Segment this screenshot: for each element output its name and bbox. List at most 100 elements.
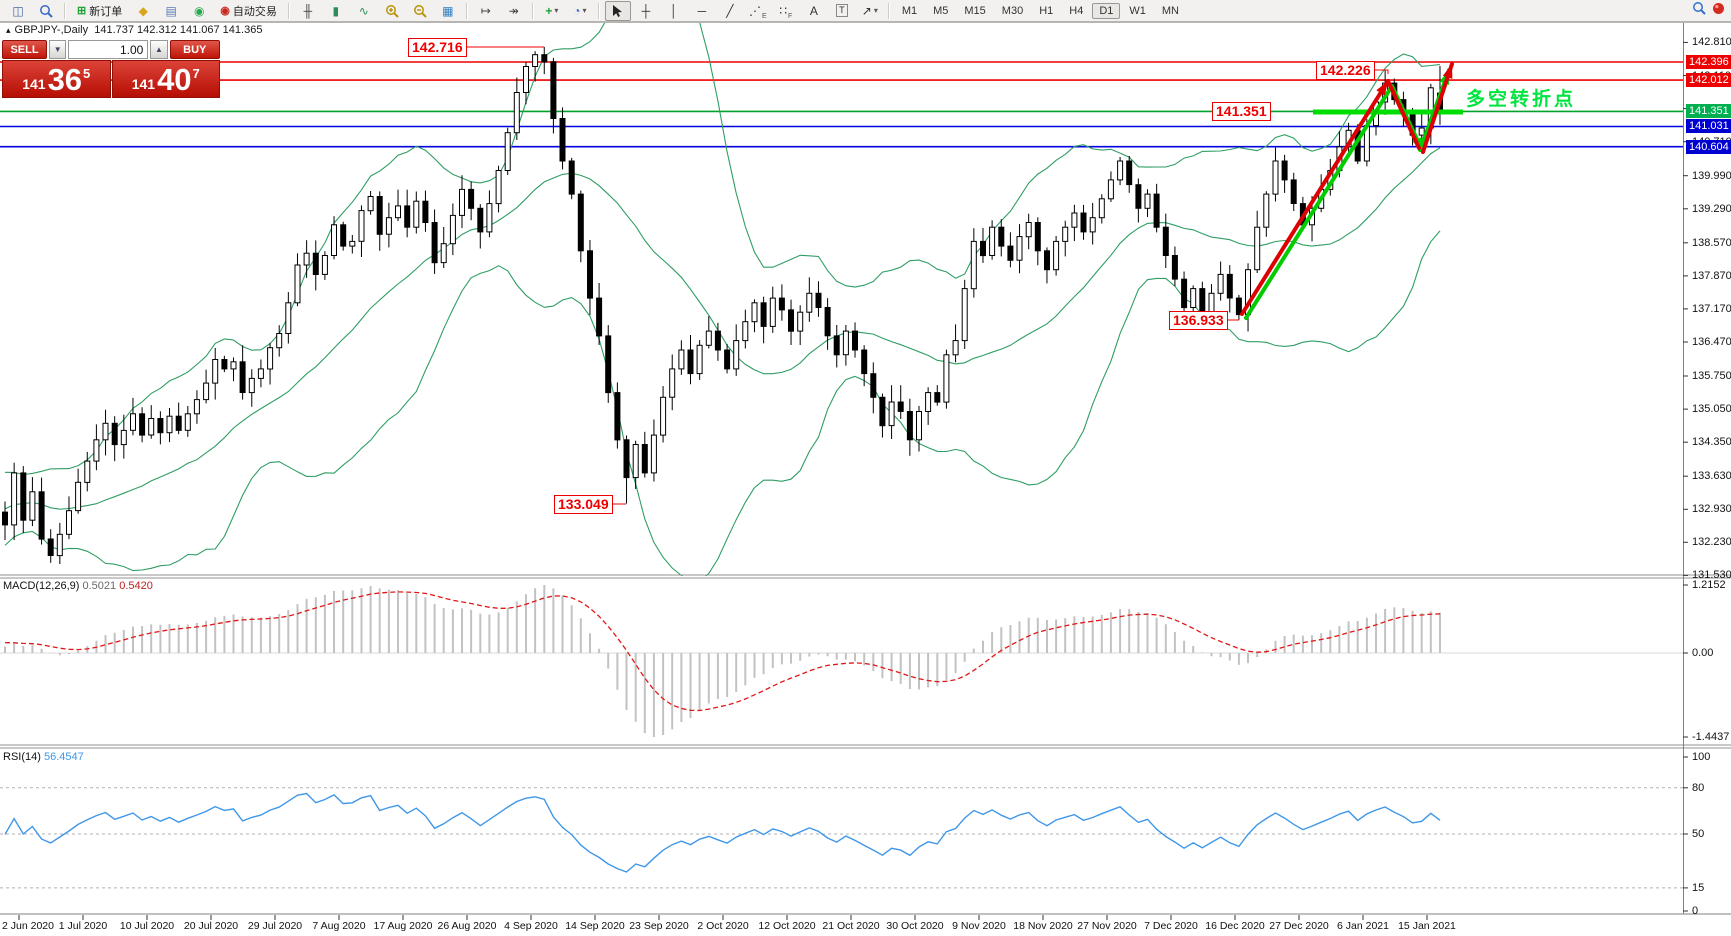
- rsi-pane[interactable]: [0, 787, 1683, 889]
- toolbar-separator: [64, 2, 66, 19]
- macd-value-signal: 0.5420: [119, 580, 153, 592]
- notifications-icon[interactable]: [1712, 2, 1725, 20]
- terminal-icon[interactable]: ▤: [165, 3, 177, 18]
- bull-bear-turning-point-note[interactable]: 多空转折点: [1466, 89, 1577, 110]
- toolbar-separator: [887, 2, 890, 19]
- chart-shift-icon[interactable]: ↦: [480, 3, 491, 18]
- add-indicator-button[interactable]: + ▾: [545, 3, 559, 18]
- timeframe-button-M15[interactable]: M15: [964, 4, 986, 17]
- line-chart-icon[interactable]: ∿: [358, 3, 369, 18]
- chart-title: ▴ GBPJPY-,Daily 141.737 142.312 141.067 1…: [6, 24, 262, 36]
- price-tick-label: 137.170: [1692, 302, 1731, 315]
- bollinger-middle-band: [4, 147, 1441, 510]
- date-label: 2 Oct 2020: [697, 920, 749, 932]
- timeframe-button-H1[interactable]: H1: [1039, 4, 1054, 17]
- price-level-badge: 142.396: [1686, 55, 1731, 69]
- date-label: 20 Jul 2020: [183, 920, 239, 932]
- buy-price-prefix: 141: [131, 76, 156, 92]
- shapes-button[interactable]: ↗ ▾: [861, 3, 878, 18]
- text-icon[interactable]: A: [809, 3, 818, 18]
- toolbar-separator: [597, 2, 600, 19]
- price-callout-136.933[interactable]: 136.933: [1169, 311, 1228, 330]
- date-label: 15 Jan 2021: [1398, 920, 1456, 932]
- price-tick-label: 134.350: [1692, 436, 1731, 449]
- rsi-tick-label: 100: [1692, 751, 1711, 763]
- styles-bucket-icon[interactable]: ◆: [138, 3, 148, 18]
- rsi-value: 56.4547: [43, 751, 84, 763]
- price-level-badge: 140.604: [1686, 139, 1731, 154]
- tile-windows-icon[interactable]: ▦: [442, 3, 454, 18]
- price-level-badge: 141.031: [1686, 119, 1731, 134]
- rsi-tick-label: 50: [1692, 828, 1705, 840]
- horizontal-line-icon[interactable]: ─: [697, 3, 707, 18]
- buy-price-main: 40: [157, 62, 192, 97]
- autotrading-button[interactable]: ◉ 自动交易: [220, 5, 277, 18]
- label-icon[interactable]: T: [829, 1, 855, 21]
- fibonacci-icon[interactable]: ⋰ E: [748, 3, 767, 20]
- buy-button[interactable]: BUY: [169, 40, 220, 59]
- rsi-tick-label: 15: [1692, 881, 1705, 894]
- periods-button[interactable]: ◔ ▾: [573, 3, 587, 18]
- timeframe-button-MN[interactable]: MN: [1161, 4, 1179, 17]
- trendline-icon[interactable]: ╱: [726, 3, 734, 18]
- macd-signal-line: [4, 591, 1441, 712]
- market-watch-icon[interactable]: [33, 1, 59, 21]
- timeframe-button-W1[interactable]: W1: [1129, 4, 1146, 17]
- date-label: 1 Jul 2020: [58, 920, 108, 932]
- price-tick-label: 135.750: [1692, 370, 1731, 383]
- price-level-badge: 141.351: [1686, 104, 1731, 119]
- grid-icon[interactable]: ∷ F: [779, 3, 793, 20]
- new-chart-icon[interactable]: ◫: [12, 3, 24, 18]
- macd-pane[interactable]: [0, 585, 1683, 737]
- price-callout-133.049[interactable]: 133.049: [554, 495, 613, 514]
- bollinger-upper-band: [4, 23, 1441, 476]
- timeframe-button-H4[interactable]: H4: [1069, 4, 1084, 17]
- main-price-pane[interactable]: [0, 0, 1683, 583]
- buy-price-pip: 7: [192, 66, 200, 81]
- date-label: 12 Oct 2020: [758, 920, 816, 932]
- macd-tick-label: 0.00: [1692, 647, 1714, 659]
- price-callout-141.351[interactable]: 141.351: [1212, 102, 1271, 121]
- zoom-in-icon[interactable]: [379, 1, 405, 21]
- new-order-button[interactable]: ⊞ 新订单: [77, 5, 123, 18]
- macd-histogram: [4, 585, 1441, 737]
- main-toolbar: ◫ ⊞ 新订单 ◆ ▤ ◉ ◉ 自动交易 ╫ ▮ ∿ ▦ ↦ ↠ + ▾ ◔ ▾ ┼ │ ─ ╱ ⋰ E ∷ F A T ↗ ▾ M1 M5 M…: [0, 0, 1731, 22]
- candles-layer: [2, 46, 1443, 564]
- date-label: 23 Sep 2020: [629, 920, 689, 932]
- date-label: 9 Nov 2020: [952, 920, 1006, 932]
- volume-increase-button[interactable]: ▲: [150, 40, 168, 59]
- vertical-line-icon[interactable]: │: [670, 3, 678, 18]
- volume-input[interactable]: [68, 40, 149, 59]
- search-icon[interactable]: [1692, 1, 1706, 20]
- buy-price-display[interactable]: 141 40 7: [111, 60, 220, 98]
- candlestick-chart-icon[interactable]: ▮: [332, 3, 340, 18]
- rsi-tick-label: 0: [1692, 905, 1699, 917]
- toolbar-separator: [287, 2, 290, 19]
- timeframe-button-M5[interactable]: M5: [933, 4, 949, 17]
- toolbar-separator: [465, 2, 468, 19]
- date-label: 27 Nov 2020: [1077, 920, 1137, 932]
- callout-connector: [1374, 69, 1389, 74]
- date-label: 18 Nov 2020: [1013, 920, 1073, 932]
- timeframe-button-D1[interactable]: D1: [1092, 2, 1121, 19]
- bar-chart-icon[interactable]: ╫: [303, 3, 313, 18]
- price-tick-label: 138.570: [1692, 236, 1731, 249]
- price-callout-142.226[interactable]: 142.226: [1316, 61, 1375, 80]
- rsi-tick-label: 80: [1692, 781, 1705, 794]
- trend-zigzag-arrows[interactable]: [1240, 62, 1457, 320]
- sell-price-display[interactable]: 141 36 5: [2, 60, 111, 98]
- zoom-out-icon[interactable]: [407, 1, 433, 21]
- cursor-icon[interactable]: [604, 0, 631, 21]
- signals-icon[interactable]: ◉: [193, 3, 205, 18]
- auto-scroll-icon[interactable]: ↠: [508, 3, 519, 18]
- timeframe-button-M30[interactable]: M30: [1001, 4, 1024, 17]
- date-label: 21 Oct 2020: [822, 920, 880, 932]
- sell-button[interactable]: SELL: [2, 40, 48, 59]
- volume-decrease-button[interactable]: ▼: [49, 40, 67, 59]
- timeframe-button-M1[interactable]: M1: [901, 4, 918, 17]
- crosshair-icon[interactable]: ┼: [641, 3, 651, 18]
- price-callout-142.716[interactable]: 142.716: [408, 38, 467, 57]
- price-tick-label: 131.530: [1692, 569, 1731, 582]
